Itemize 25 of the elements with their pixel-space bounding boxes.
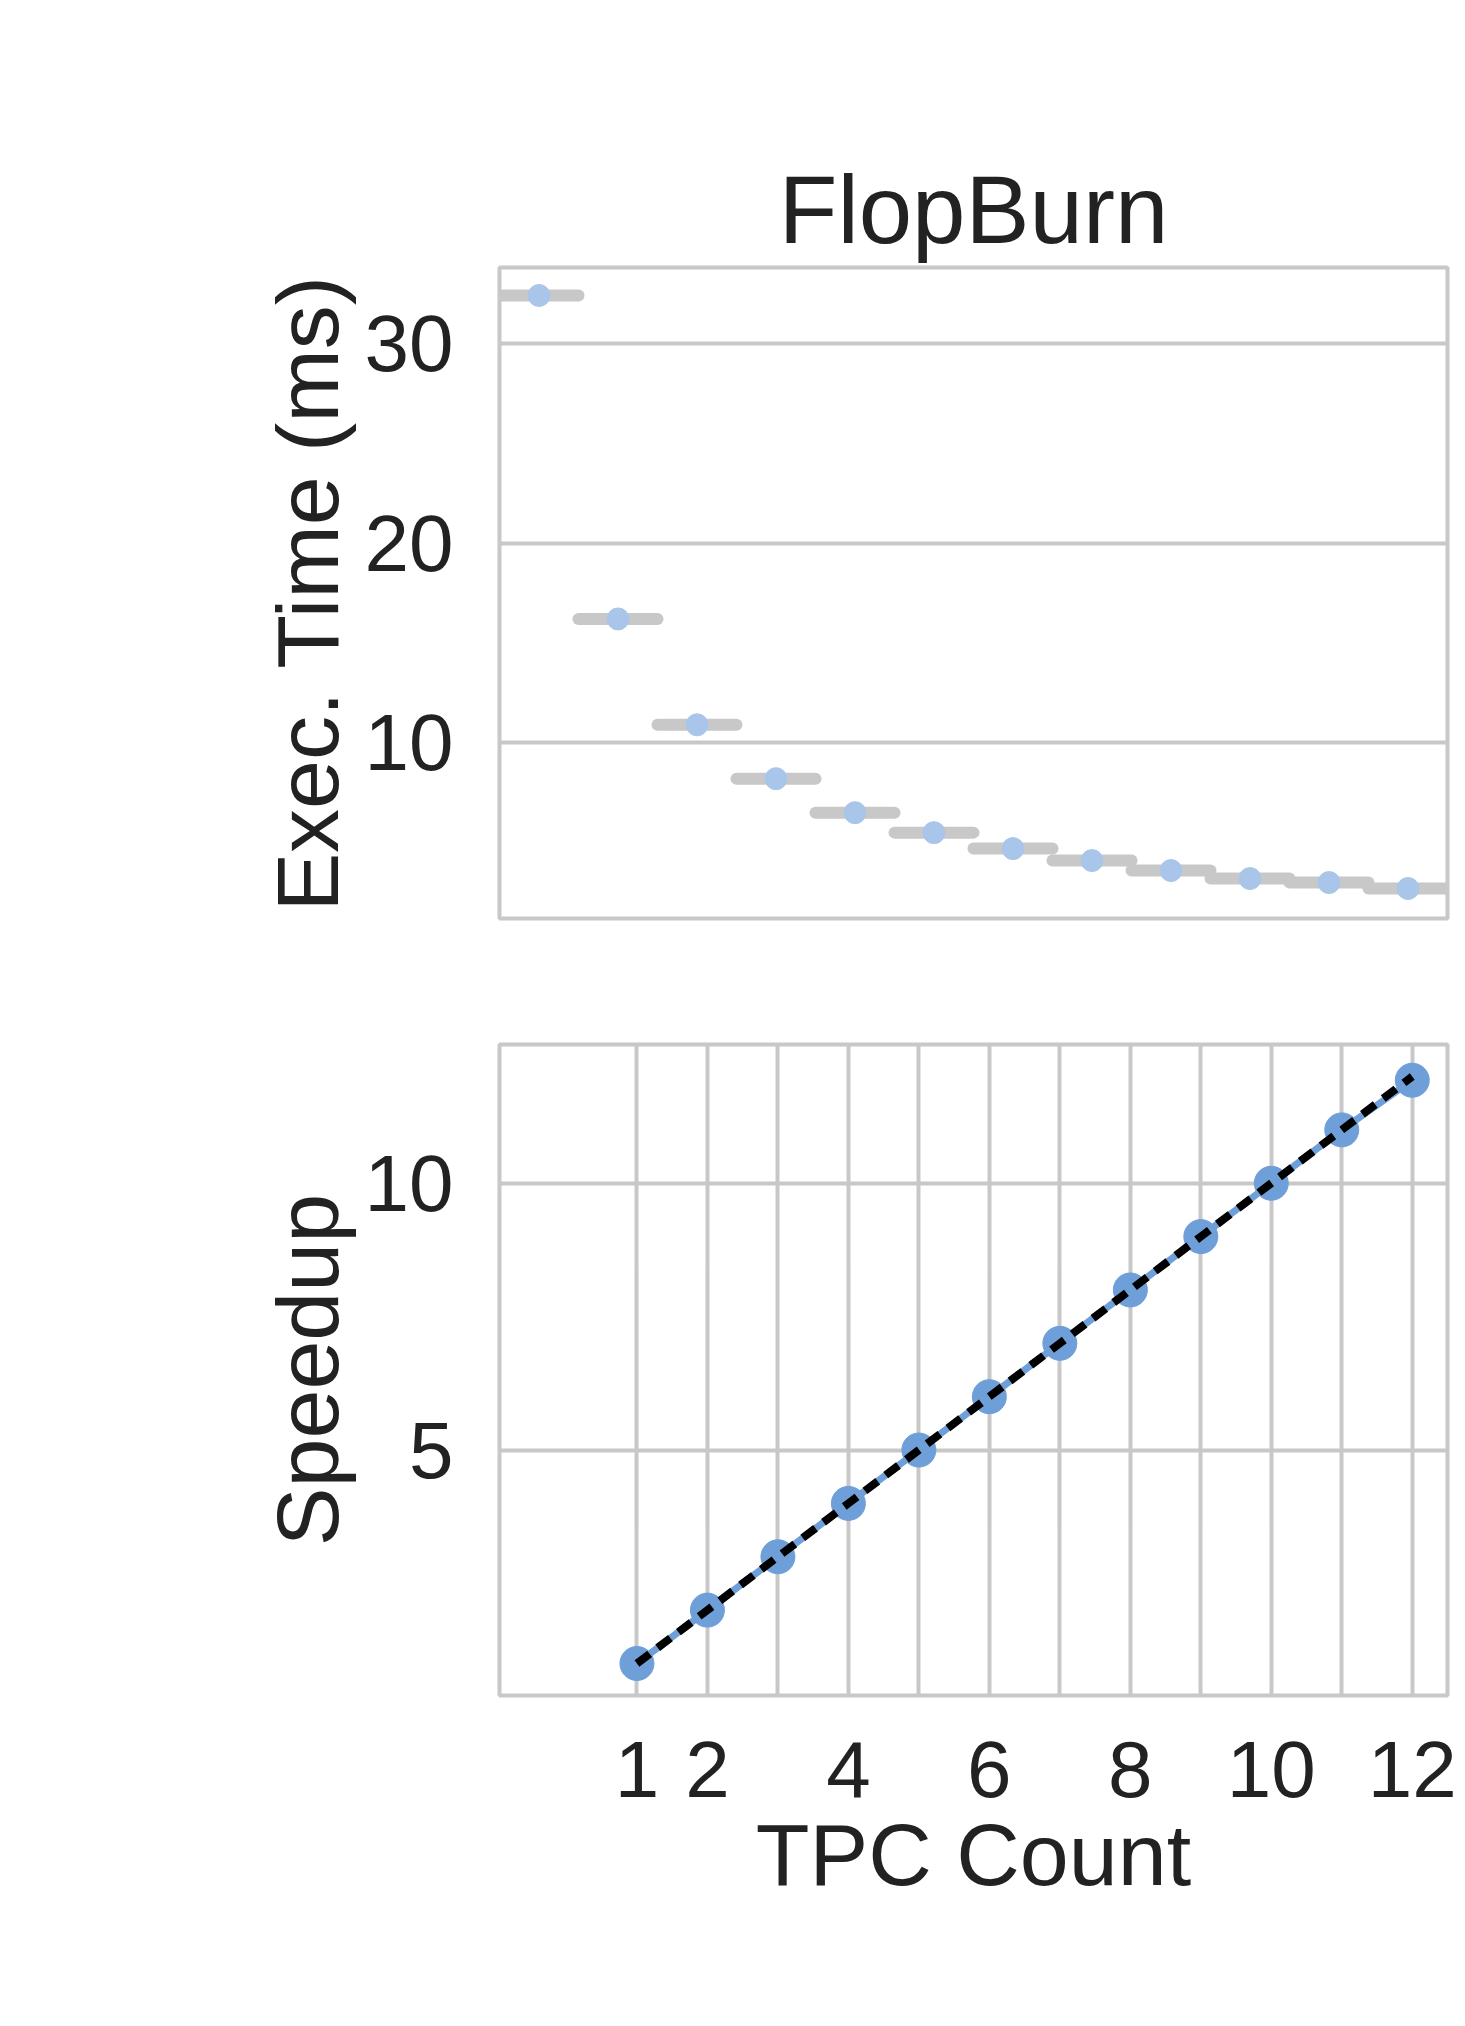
chart-title: FlopBurn bbox=[778, 155, 1169, 263]
point bbox=[685, 713, 709, 737]
point bbox=[1396, 877, 1420, 901]
point bbox=[1159, 859, 1183, 883]
y-tick-label: 30 bbox=[364, 298, 454, 388]
point bbox=[1317, 871, 1341, 895]
y-tick-label: 10 bbox=[364, 1138, 454, 1228]
point bbox=[527, 283, 551, 307]
point bbox=[1080, 849, 1104, 873]
point bbox=[606, 607, 630, 631]
point bbox=[922, 821, 946, 845]
y-axis-title: Exec. Time (ms) bbox=[257, 276, 357, 912]
y-tick-label: 5 bbox=[409, 1405, 454, 1495]
x-tick-label: 2 bbox=[685, 1724, 730, 1814]
point bbox=[843, 801, 867, 825]
point bbox=[1238, 867, 1262, 891]
y-tick-label: 20 bbox=[364, 498, 454, 588]
point bbox=[1001, 837, 1025, 861]
x-tick-label: 10 bbox=[1226, 1724, 1316, 1814]
point bbox=[764, 767, 788, 791]
y-axis-title: Speedup bbox=[257, 1193, 357, 1547]
y-tick-label: 10 bbox=[364, 698, 454, 788]
point bbox=[1394, 1062, 1430, 1098]
x-tick-label: 1 bbox=[614, 1724, 660, 1814]
x-tick-label: 12 bbox=[1367, 1724, 1457, 1814]
